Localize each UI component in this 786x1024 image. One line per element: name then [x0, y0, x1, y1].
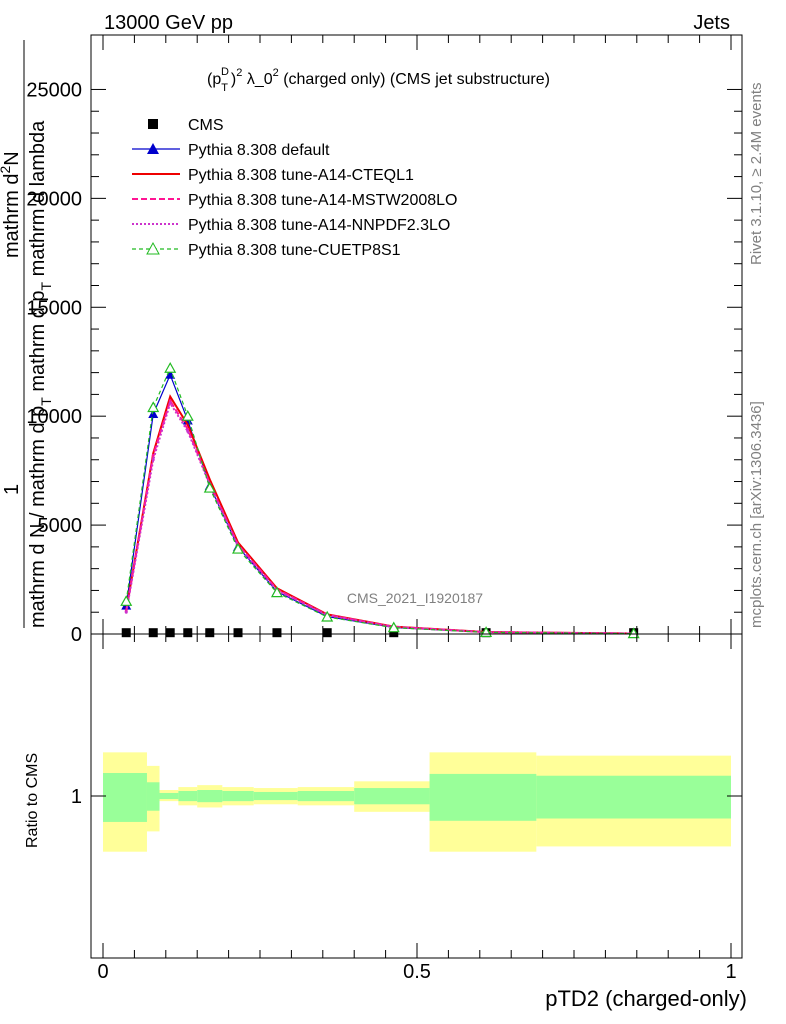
analysis-watermark: CMS_2021_I1920187 [347, 590, 483, 606]
legend-label: Pythia 8.308 tune-A14-NNPDF2.3LO [188, 217, 450, 234]
legend-entry-2: Pythia 8.308 tune-A14-CTEQL1 [132, 167, 414, 184]
rivet-label: Rivet 3.1.10, ≥ 2.4M events [748, 83, 765, 266]
series-marker [151, 453, 155, 457]
series-marker [164, 362, 177, 373]
ratio-band-inner [354, 788, 430, 805]
y-tick-label: 5000 [38, 515, 83, 537]
legend-marker [146, 241, 160, 255]
legend-marker [148, 119, 158, 129]
series-marker [186, 429, 190, 433]
series-marker [168, 401, 172, 405]
cms-point [148, 628, 158, 638]
x-tick-label: 0.5 [403, 961, 431, 983]
svg-text:mathrm d2N: mathrm d2N [0, 151, 23, 258]
legend-marker [147, 143, 159, 154]
plot-title: (pTD)2 λ_02 (charged only) (CMS jet subs… [207, 66, 550, 94]
ratio-band-inner [253, 791, 298, 801]
ratio-band-inner [146, 782, 160, 811]
ratio-bands [103, 752, 731, 852]
cms-point [233, 628, 243, 638]
cms-point [272, 628, 282, 638]
svg-text:1: 1 [1, 484, 23, 495]
series-marker [124, 610, 128, 614]
x-axis-label: pTD2 (charged-only) [545, 986, 747, 1011]
ratio-y-axis-label: Ratio to CMS [24, 753, 41, 848]
ratio-y-tick-label: 1 [71, 786, 82, 808]
legend-label: Pythia 8.308 tune-A14-MSTW2008LO [188, 192, 457, 209]
ratio-band-inner [222, 790, 254, 802]
legend-entry-4: Pythia 8.308 tune-A14-NNPDF2.3LO [132, 217, 450, 234]
series-line [125, 366, 634, 635]
y-tick-label: 20000 [26, 188, 82, 210]
legend-entry-3: Pythia 8.308 tune-A14-MSTW2008LO [132, 192, 457, 209]
cms-point [205, 628, 215, 638]
ratio-band-inner [297, 790, 355, 802]
svg-text:mathrm d N / mathrm d pT mathr: mathrm d N / mathrm d pT mathrm d pT mat… [27, 120, 54, 628]
series-5 [120, 362, 640, 639]
ratio-band-inner [178, 790, 198, 802]
series-marker [181, 409, 194, 421]
legend-entry-5: Pythia 8.308 tune-CUETP8S1 [132, 241, 401, 259]
ratio-band-inner [103, 773, 147, 822]
ratio-band-inner [536, 775, 731, 819]
energy-label: 13000 GeV pp [104, 12, 233, 34]
series-marker [168, 399, 172, 403]
x-tick-label: 0 [97, 961, 108, 983]
y-tick-label: 10000 [26, 406, 82, 428]
mcplots-label: mcplots.cern.ch [arXiv:1306.3436] [748, 401, 765, 628]
series-marker [321, 610, 334, 622]
cms-point [389, 628, 399, 638]
series-marker [203, 481, 216, 493]
cms-point [121, 628, 131, 638]
legend: CMS Pythia 8.308 default Pythia 8.308 tune… [132, 117, 457, 259]
series-marker [120, 595, 133, 606]
ratio-band-inner [159, 792, 179, 800]
series-marker [151, 458, 155, 462]
x-tick-label: 1 [725, 961, 736, 983]
series-marker [387, 621, 400, 633]
ratio-band-inner [429, 773, 537, 821]
legend-entry-1: Pythia 8.308 default [132, 142, 330, 159]
main-x-ticks [102, 35, 732, 634]
category-label: Jets [693, 12, 730, 34]
y-tick-label: 0 [71, 624, 82, 646]
series-marker [148, 409, 159, 419]
ratio-band-inner [197, 790, 223, 803]
y-tick-label: 25000 [26, 79, 82, 101]
series-marker [232, 542, 245, 554]
series-marker [270, 586, 283, 598]
cms-point [322, 628, 332, 638]
series-marker [147, 401, 160, 413]
legend-entry-0: CMS [148, 117, 224, 134]
main-y-axis: 0 5000 10000 15000 20000 25000 [26, 79, 742, 646]
series-marker [627, 627, 640, 639]
cms-point [183, 628, 193, 638]
svg-text:(pTD)2 λ_02 (charged only) (CM: (pTD)2 λ_02 (charged only) (CMS jet subs… [207, 66, 550, 94]
y-tick-label: 15000 [26, 297, 82, 319]
legend-label: Pythia 8.308 tune-CUETP8S1 [188, 242, 401, 259]
legend-label: Pythia 8.308 tune-A14-CTEQL1 [188, 167, 414, 184]
ratio-axis: 10 0.5 1 [71, 634, 742, 983]
series-layer [120, 362, 640, 639]
legend-label: CMS [188, 117, 224, 134]
main-y-axis-label: 1 mathrm d N / mathrm d pT mathrm d pT m… [0, 40, 54, 628]
legend-label: Pythia 8.308 default [188, 142, 330, 159]
cms-point [165, 628, 175, 638]
